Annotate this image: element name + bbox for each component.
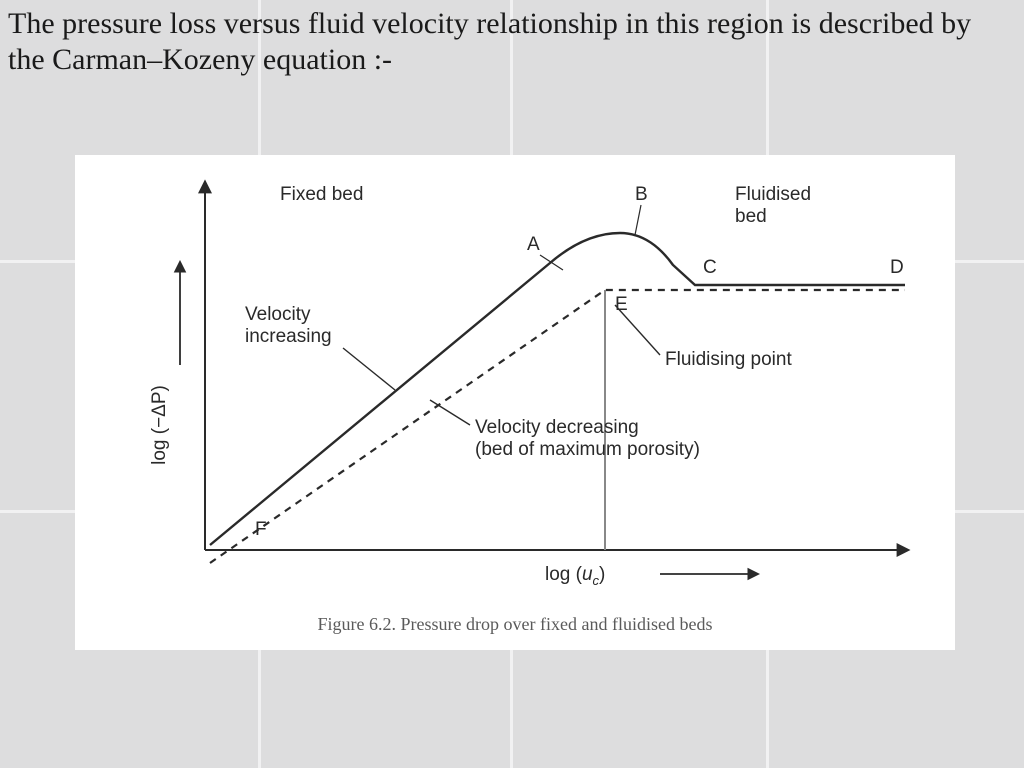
slide-page: The pressure loss versus fluid velocity …	[0, 0, 1024, 768]
point-A: A	[527, 234, 540, 255]
slide-heading: The pressure loss versus fluid velocity …	[8, 6, 1008, 78]
velocity-increasing-curve	[210, 233, 905, 545]
point-F: F	[255, 519, 267, 540]
axes	[205, 185, 905, 550]
point-B: B	[635, 184, 648, 205]
vel-decreasing-label: Velocity decreasing (bed of maximum poro…	[475, 417, 700, 460]
pressure-drop-diagram: log (−ΔP) log (uc) Fixed bed Fluidised b…	[75, 155, 955, 650]
vel-increasing-leader	[343, 348, 395, 390]
fixed-bed-label: Fixed bed	[280, 184, 363, 205]
fluidised-bed-label: Fluidised bed	[735, 184, 816, 227]
point-D: D	[890, 257, 904, 278]
vel-increasing-label: Velocity increasing	[245, 304, 332, 347]
figure-panel: log (−ΔP) log (uc) Fixed bed Fluidised b…	[75, 155, 955, 650]
y-axis-label: log (−ΔP)	[149, 385, 170, 465]
B-leader	[635, 205, 641, 235]
figure-caption: Figure 6.2. Pressure drop over fixed and…	[318, 614, 713, 634]
fluidising-point-label: Fluidising point	[665, 349, 792, 370]
x-axis-label: log (uc)	[545, 564, 605, 588]
vel-decreasing-leader	[430, 400, 470, 425]
point-C: C	[703, 257, 717, 278]
point-E: E	[615, 294, 628, 315]
